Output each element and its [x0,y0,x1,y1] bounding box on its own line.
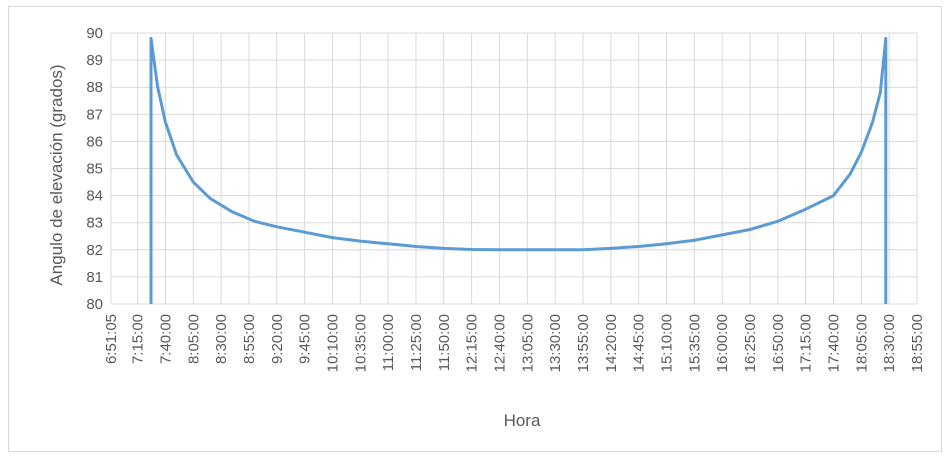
y-tick-label: 86 [86,133,103,150]
y-tick-label: 85 [86,161,103,178]
x-tick-label: 11:00:00 [380,314,397,371]
x-tick-label: 9:45:00 [297,314,314,364]
y-tick-label: 82 [86,242,103,259]
y-axis-title: Angulo de elevación (grados) [47,64,66,285]
x-tick-label: 10:35:00 [352,314,369,372]
grid-lines [110,32,918,305]
x-tick-label: 11:25:00 [408,314,425,371]
y-tick-labels: 80 81 82 83 84 85 86 87 88 89 90 [86,25,103,313]
x-tick-label: 8:30:00 [213,314,230,364]
x-tick-label: 11:50:00 [436,314,453,371]
x-tick-label: 14:20:00 [603,314,620,372]
chart-frame [8,6,942,452]
y-tick-label: 84 [86,188,103,205]
y-tick-label: 90 [86,25,103,42]
x-tick-label: 9:20:00 [269,314,286,364]
y-tick-label: 87 [86,106,103,123]
x-tick-label: 15:10:00 [658,314,675,372]
x-tick-label: 10:10:00 [324,314,341,372]
x-tick-label: 12:40:00 [491,314,508,372]
x-tick-label: 13:30:00 [547,314,564,372]
x-tick-labels: 6:51:05 7:15:00 7:40:00 8:05:00 8:30:00 8:55:… [103,314,926,372]
x-tick-label: 13:05:00 [519,314,536,372]
x-tick-label: 18:05:00 [853,314,870,372]
x-tick-label: 12:15:00 [464,314,481,372]
x-tick-label: 16:00:00 [714,314,731,372]
x-tick-label: 6:51:05 [103,314,120,364]
x-tick-label: 8:05:00 [185,314,202,364]
x-tick-label: 15:35:00 [686,314,703,372]
y-tick-label: 83 [86,215,103,232]
x-tick-label: 7:15:00 [130,314,147,364]
x-tick-label: 17:40:00 [825,314,842,372]
y-tick-label: 89 [86,52,103,69]
x-tick-label: 18:30:00 [881,314,898,372]
series-line [149,36,888,304]
x-tick-label: 16:50:00 [770,314,787,372]
y-tick-label: 81 [86,269,103,286]
x-tick-label: 14:45:00 [631,314,648,372]
x-tick-label: 16:25:00 [742,314,759,372]
x-tick-label: 18:55:00 [909,314,926,372]
x-tick-label: 13:55:00 [575,314,592,372]
x-tick-label: 7:40:00 [157,314,174,364]
y-tick-label: 88 [86,79,103,96]
y-tick-label: 80 [86,296,103,313]
x-tick-label: 17:15:00 [798,314,815,372]
x-tick-label: 8:55:00 [241,314,258,364]
x-axis-title: Hora [504,411,541,430]
